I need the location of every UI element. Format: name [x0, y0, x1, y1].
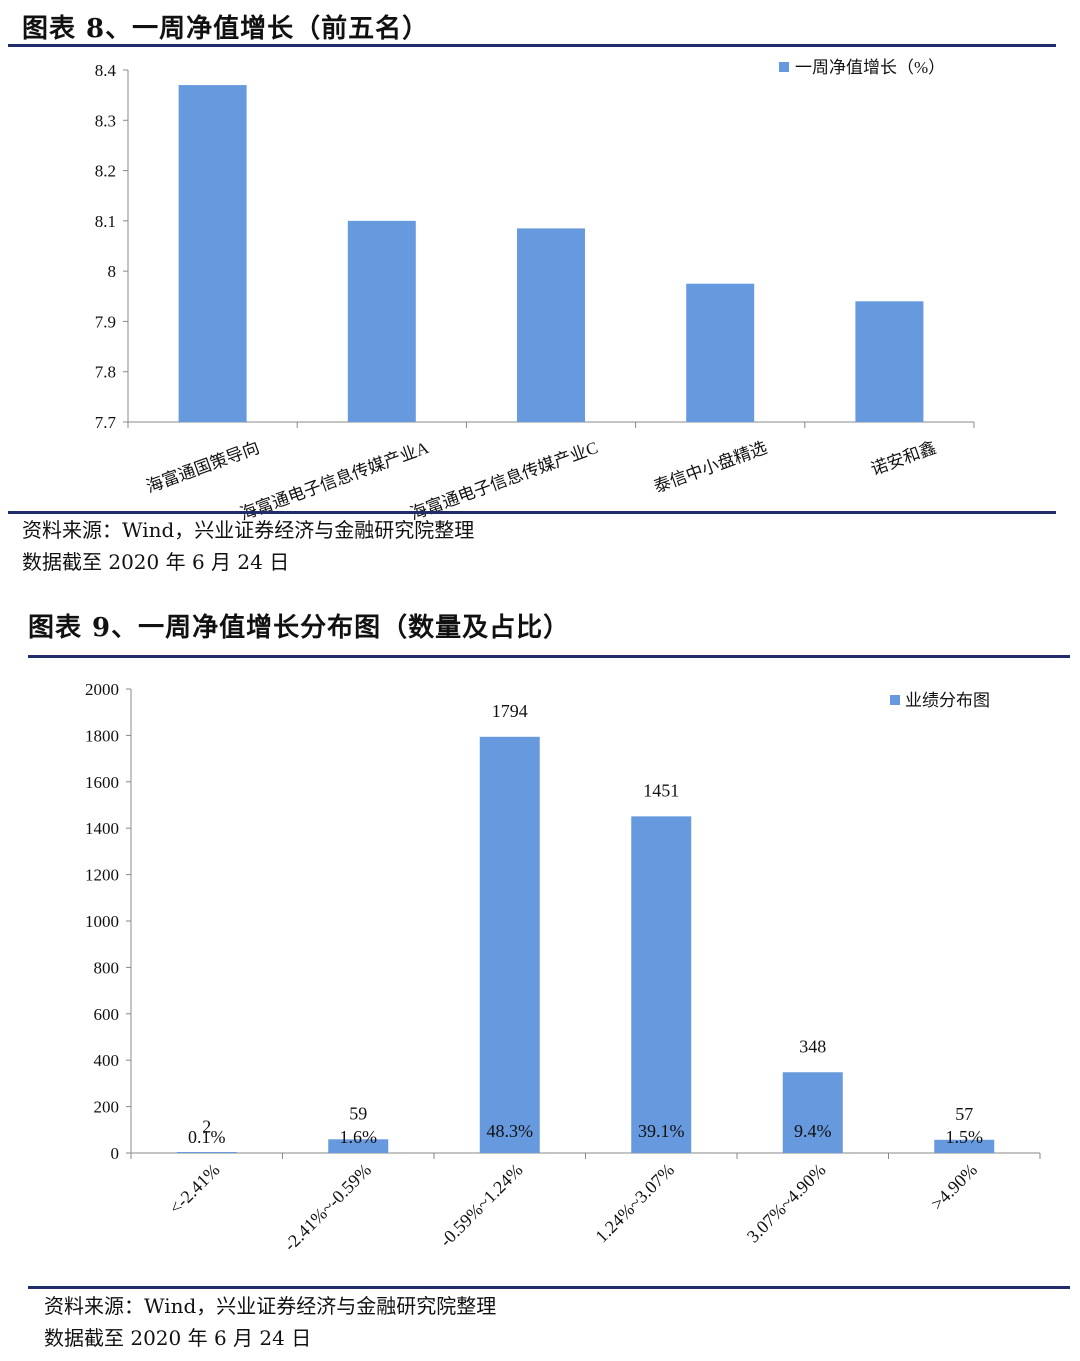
fig1-title: 图表 8、一周净值增长（前五名） [22, 14, 430, 44]
chart2-plot: 20.1% 59 1.6% 1794 48.3% 1451 39.1% 348 9.4% 57 1.… [85, 680, 1041, 1255]
c2-y-tick-label: 400 [94, 1051, 120, 1070]
chart2-legend-label: 业绩分布图 [905, 691, 990, 710]
chart1-legend: 一周净值增长（%） [779, 58, 945, 77]
c1-y-tick-label: 7.8 [95, 363, 116, 382]
c2-bar [782, 1072, 843, 1153]
c1-y-tick-label: 8.4 [95, 61, 117, 80]
chart2-legend: 业绩分布图 [890, 691, 990, 710]
c2-x-tick-label: -0.59%~1.24% [436, 1160, 527, 1251]
c2-bar [934, 1139, 995, 1153]
c1-bar [178, 85, 247, 423]
fig2-bottom-rule [28, 1286, 1070, 1289]
c1-y-tick-label: 8.3 [95, 111, 116, 130]
c2-bar [479, 736, 540, 1153]
c1-bar [686, 283, 755, 422]
c2-y-tick-label: 1000 [85, 912, 119, 931]
c2-x-tick-label: <-2.41% [165, 1160, 223, 1218]
c2-value-label: 1451 [643, 780, 679, 800]
c1-y-tick-label: 8.2 [95, 162, 116, 181]
c1-y-tick-label: 8.1 [95, 212, 116, 231]
c2-percent-label: 39.1% [638, 1121, 685, 1141]
fig2-title: 图表 9、一周净值增长分布图（数量及占比） [28, 613, 571, 643]
c2-y-tick-label: 1800 [85, 726, 119, 745]
fig1-bottom-rule [8, 511, 1056, 514]
c2-y-tick-label: 0 [111, 1144, 120, 1163]
c2-percent-label: 48.3% [487, 1121, 534, 1141]
c1-y-tick-label: 7.9 [95, 312, 116, 331]
c1-y-tick-label: 8 [108, 262, 117, 281]
c2-percent-label: 9.4% [794, 1121, 832, 1141]
c2-value-label: 57 [955, 1104, 973, 1124]
c2-y-tick-label: 2000 [85, 680, 119, 699]
c1-x-tick-label: 诺安和鑫 [868, 438, 938, 479]
c2-percent-label: 0.1% [188, 1127, 226, 1147]
c2-percent-label: 1.5% [946, 1127, 984, 1147]
chart1-plot: 8.48.38.28.187.97.87.7 海富通国策导向海富通电子信息传媒产… [95, 58, 975, 524]
c2-y-tick-label: 1200 [85, 866, 119, 885]
fig2-top-rule [28, 655, 1070, 658]
chart2-legend-swatch [890, 695, 900, 705]
c2-percent-label: 1.6% [340, 1127, 378, 1147]
c2-y-tick-label: 600 [94, 1005, 120, 1024]
c2-y-tick-label: 800 [94, 958, 120, 977]
c1-x-tick-label: 海富通国策导向 [144, 438, 262, 497]
c1-x-tick-label: 泰信中小盘精选 [651, 438, 769, 497]
c2-y-tick-label: 1600 [85, 773, 119, 792]
chart1-legend-label: 一周净值增长（%） [795, 58, 945, 77]
fig1-top-rule [8, 44, 1056, 47]
c1-bar [855, 301, 924, 422]
c2-value-label: 59 [349, 1103, 367, 1123]
c2-bar [631, 816, 692, 1153]
c2-y-tick-label: 200 [94, 1098, 120, 1117]
fig2-date: 数据截至 2020 年 6 月 24 日 [44, 1326, 312, 1350]
c2-x-tick-label: -2.41%~-0.59% [280, 1160, 375, 1255]
fig1-date: 数据截至 2020 年 6 月 24 日 [22, 550, 290, 574]
c1-bar [347, 220, 416, 422]
c2-x-tick-label: >4.90% [927, 1160, 981, 1214]
chart1-legend-swatch [779, 62, 789, 72]
c2-value-label: 2 [202, 1117, 211, 1137]
c1-y-tick-label: 7.7 [95, 413, 117, 432]
c2-value-label: 1794 [492, 701, 528, 721]
fig1-source: 资料来源：Wind，兴业证券经济与金融研究院整理 [22, 518, 475, 542]
c2-bar [176, 1152, 237, 1153]
c2-y-tick-label: 1400 [85, 819, 119, 838]
fig2-source: 资料来源：Wind，兴业证券经济与金融研究院整理 [44, 1294, 497, 1318]
c2-x-tick-label: 1.24%~3.07% [591, 1160, 678, 1247]
c2-bar [328, 1139, 389, 1153]
c1-bar [517, 228, 585, 422]
c2-value-label: 348 [799, 1036, 826, 1056]
c2-x-tick-label: 3.07%~4.90% [743, 1160, 830, 1247]
